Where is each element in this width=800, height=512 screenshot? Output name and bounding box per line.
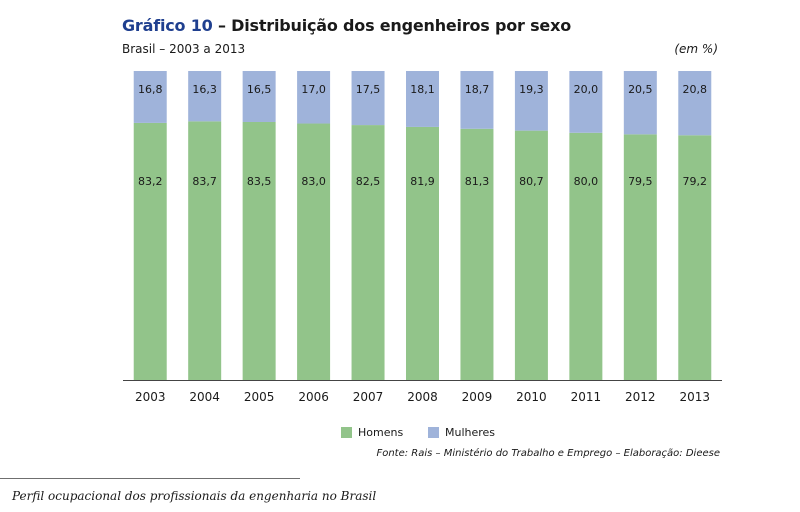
bar-mulheres-2011 (569, 71, 603, 133)
data-label-mulheres-2010: 19,3 (519, 83, 544, 96)
figure-number: Gráfico 10 (122, 16, 213, 35)
x-tick-label-2013: 2013 (679, 390, 710, 404)
bar-mulheres-2009 (460, 71, 494, 129)
data-label-homens-2009: 81,3 (465, 175, 490, 188)
unit-label: (em %) (674, 42, 718, 56)
bar-homens-2004 (188, 121, 222, 380)
legend-item-mulheres: Mulheres (428, 426, 495, 439)
data-label-homens-2007: 82,5 (356, 175, 381, 188)
data-label-mulheres-2003: 16,8 (138, 83, 163, 96)
stacked-bar-chart: 16,8 83,2 2003 16,3 83,7 2004 16,5 83,5 2005 17,0… (123, 71, 722, 404)
data-label-homens-2006: 83,0 (301, 175, 326, 188)
bar-mulheres-2004 (188, 71, 222, 122)
x-tick-label-2007: 2007 (353, 390, 384, 404)
data-label-mulheres-2007: 17,5 (356, 83, 381, 96)
data-label-homens-2013: 79,2 (683, 175, 708, 188)
legend-label-homens: Homens (358, 426, 404, 439)
x-tick-label-2012: 2012 (625, 390, 656, 404)
bar-mulheres-2007 (351, 71, 385, 126)
data-label-mulheres-2006: 17,0 (301, 83, 326, 96)
legend-item-homens: Homens (341, 426, 403, 439)
x-tick-label-2004: 2004 (189, 390, 220, 404)
data-label-mulheres-2004: 16,3 (192, 83, 217, 96)
divider (0, 478, 300, 479)
bar-mulheres-2008 (406, 71, 439, 127)
legend-swatch-homens (341, 427, 352, 438)
x-tick-label-2009: 2009 (462, 390, 493, 404)
bar-mulheres-2005 (242, 71, 276, 122)
x-tick-label-2008: 2008 (407, 390, 438, 404)
bar-mulheres-2010 (514, 71, 548, 131)
x-tick-label-2005: 2005 (244, 390, 275, 404)
data-label-homens-2011: 80,0 (574, 175, 599, 188)
bar-homens-2008 (406, 126, 439, 380)
data-label-homens-2004: 83,7 (192, 175, 217, 188)
bar-mulheres-2003 (133, 71, 167, 123)
bar-mulheres-2013 (678, 71, 712, 136)
bar-homens-2009 (460, 128, 494, 380)
data-label-mulheres-2011: 20,0 (574, 83, 599, 96)
bar-homens-2003 (133, 122, 167, 381)
x-tick-label-2003: 2003 (135, 390, 166, 404)
chart-subtitle: Brasil – 2003 a 2013 (122, 42, 246, 56)
data-label-mulheres-2012: 20,5 (628, 83, 653, 96)
bar-homens-2013 (678, 135, 712, 380)
data-label-homens-2008: 81,9 (410, 175, 435, 188)
data-label-mulheres-2005: 16,5 (247, 83, 272, 96)
bar-mulheres-2012 (623, 71, 657, 135)
data-label-homens-2012: 79,5 (628, 175, 653, 188)
bar-homens-2012 (623, 134, 657, 380)
footer-text: Perfil ocupacional dos profissionais da … (12, 489, 377, 503)
data-label-homens-2005: 83,5 (247, 175, 272, 188)
legend-label-mulheres: Mulheres (445, 426, 496, 439)
title-text: – Distribuição dos engenheiros por sexo (212, 16, 571, 35)
bar-homens-2005 (242, 121, 276, 381)
bar-homens-2010 (514, 130, 548, 380)
data-label-homens-2010: 80,7 (519, 175, 544, 188)
data-label-mulheres-2013: 20,8 (683, 83, 708, 96)
bar-homens-2011 (569, 132, 603, 380)
x-tick-label-2006: 2006 (298, 390, 329, 404)
data-label-mulheres-2009: 18,7 (465, 83, 490, 96)
x-tick-label-2011: 2011 (571, 390, 602, 404)
bar-homens-2006 (297, 123, 331, 380)
bar-mulheres-2006 (297, 71, 331, 124)
bar-homens-2007 (351, 125, 385, 380)
legend-swatch-mulheres (428, 427, 439, 438)
chart-title: Gráfico 10 – Distribuição dos engenheiro… (122, 16, 571, 35)
source-note: Fonte: Rais – Ministério do Trabalho e E… (376, 448, 720, 459)
x-tick-label-2010: 2010 (516, 390, 547, 404)
data-label-mulheres-2008: 18,1 (410, 83, 435, 96)
data-label-homens-2003: 83,2 (138, 175, 163, 188)
